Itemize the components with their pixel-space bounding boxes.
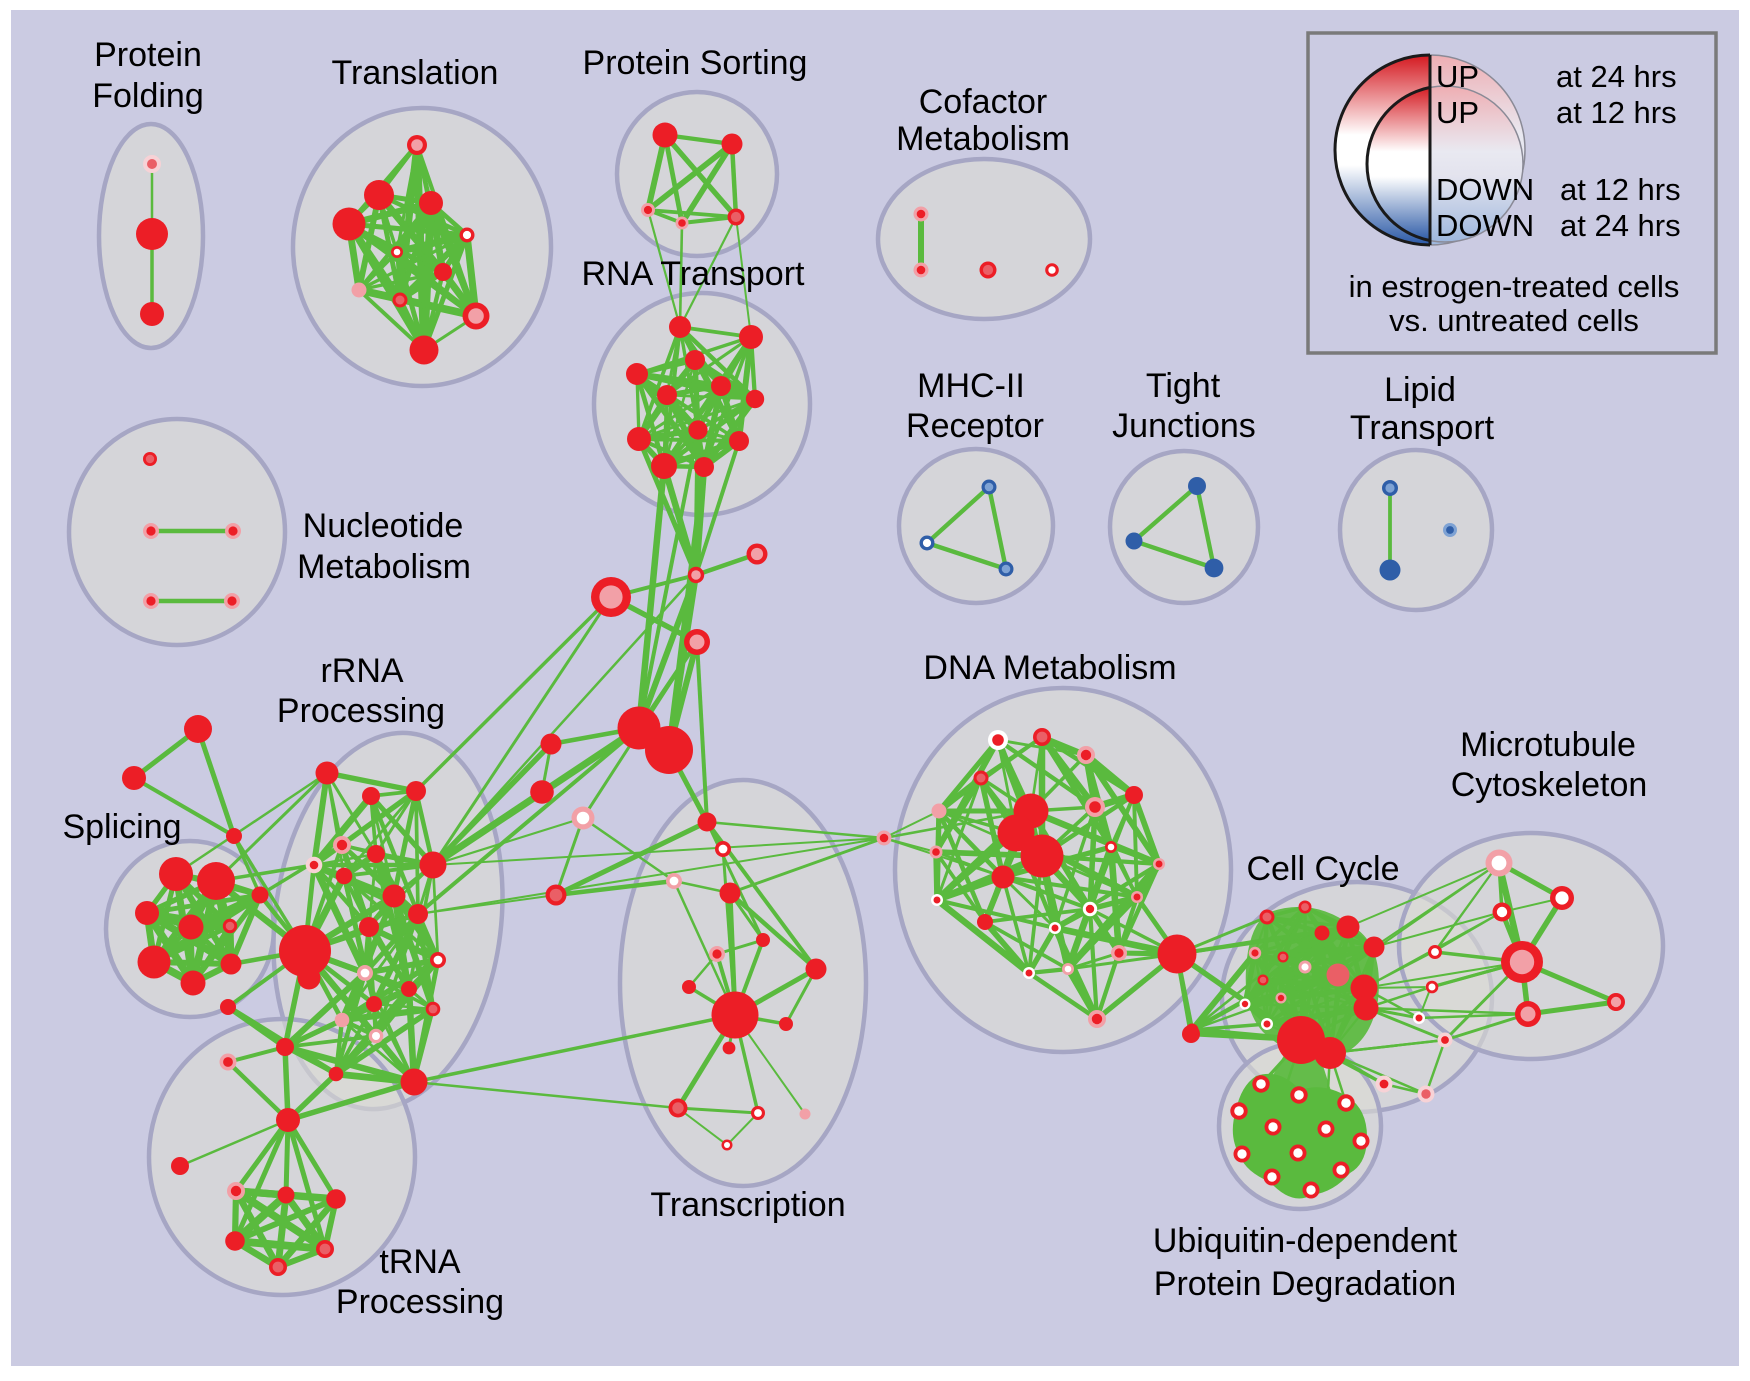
svg-text:Processing: Processing (336, 1283, 504, 1321)
svg-text:at 24 hrs: at 24 hrs (1560, 208, 1681, 243)
svg-text:Protein Degradation: Protein Degradation (1154, 1265, 1456, 1303)
svg-text:Transcription: Transcription (650, 1186, 845, 1224)
svg-text:Cofactor: Cofactor (919, 83, 1048, 121)
svg-text:at 12 hrs: at 12 hrs (1556, 95, 1677, 130)
svg-text:Cytoskeleton: Cytoskeleton (1451, 766, 1648, 804)
svg-text:Junctions: Junctions (1112, 407, 1256, 445)
svg-text:Metabolism: Metabolism (297, 548, 471, 586)
svg-text:Ubiquitin-dependent: Ubiquitin-dependent (1153, 1222, 1458, 1260)
svg-text:vs. untreated cells: vs. untreated cells (1389, 303, 1639, 338)
svg-text:Nucleotide: Nucleotide (303, 507, 464, 545)
svg-text:Cell Cycle: Cell Cycle (1246, 850, 1399, 888)
svg-text:Splicing: Splicing (62, 808, 181, 846)
svg-text:UP: UP (1436, 95, 1479, 130)
svg-text:DNA Metabolism: DNA Metabolism (923, 649, 1176, 687)
svg-text:DOWN: DOWN (1436, 208, 1534, 243)
svg-text:Microtubule: Microtubule (1460, 726, 1636, 764)
svg-text:Protein Sorting: Protein Sorting (583, 44, 808, 82)
svg-text:Translation: Translation (332, 54, 499, 92)
svg-text:MHC-II: MHC-II (917, 367, 1025, 405)
svg-text:Protein: Protein (94, 36, 202, 74)
svg-text:in estrogen-treated cells: in estrogen-treated cells (1349, 269, 1680, 304)
svg-text:Tight: Tight (1146, 367, 1221, 405)
svg-text:RNA Transport: RNA Transport (582, 255, 806, 293)
svg-text:at 12 hrs: at 12 hrs (1560, 172, 1681, 207)
svg-text:Folding: Folding (92, 77, 204, 115)
svg-text:Transport: Transport (1350, 409, 1495, 447)
svg-text:UP: UP (1436, 59, 1479, 94)
svg-text:Lipid: Lipid (1384, 371, 1456, 409)
svg-text:Receptor: Receptor (906, 407, 1044, 445)
svg-text:at 24 hrs: at 24 hrs (1556, 59, 1677, 94)
svg-text:Processing: Processing (277, 692, 445, 730)
svg-text:tRNA: tRNA (379, 1243, 461, 1281)
svg-text:Metabolism: Metabolism (896, 120, 1070, 158)
svg-text:DOWN: DOWN (1436, 172, 1534, 207)
svg-text:rRNA: rRNA (320, 652, 403, 690)
